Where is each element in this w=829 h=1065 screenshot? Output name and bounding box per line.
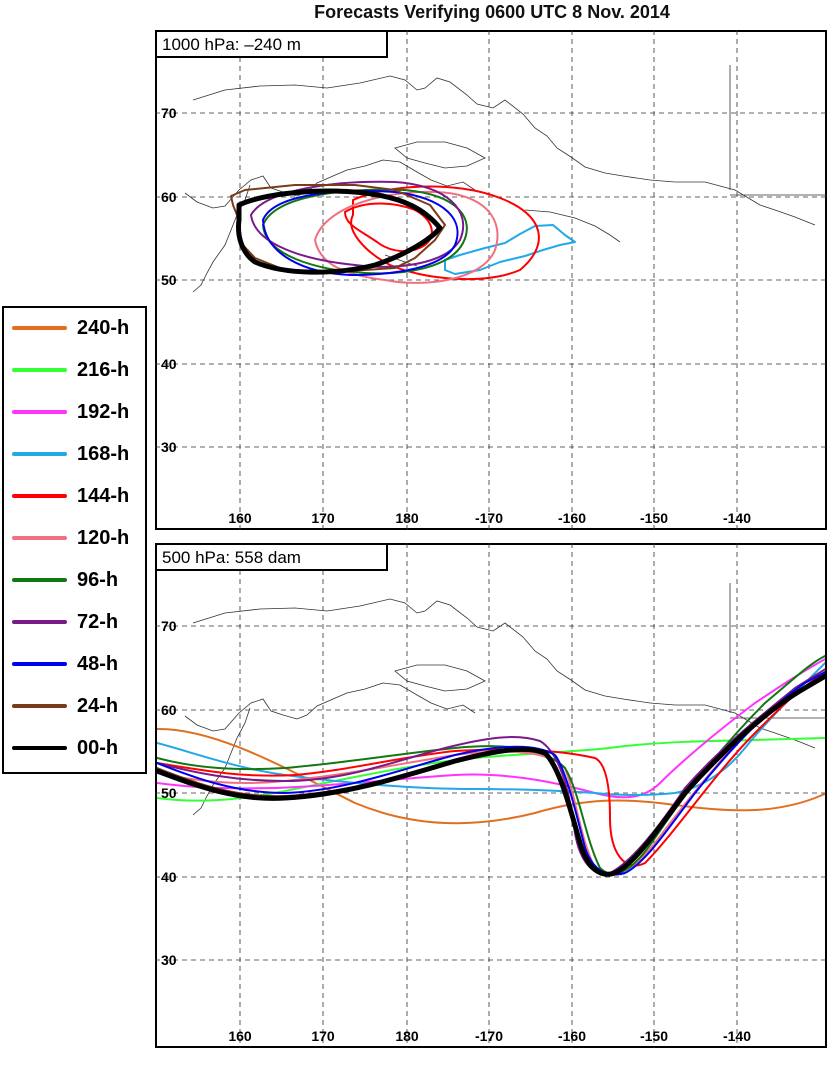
legend-swatch: [12, 620, 67, 624]
legend-label: 48-h: [77, 652, 119, 675]
legend-item: 144-h: [12, 484, 129, 508]
panel-label-box: [155, 543, 388, 571]
lon-tick-label: 170: [311, 1028, 335, 1044]
lon-tick-label: -170: [475, 510, 503, 526]
contour-96-h: [157, 654, 825, 875]
legend-label: 120-h: [77, 526, 130, 549]
legend-item: 168-h: [12, 442, 129, 466]
coastline: [524, 209, 621, 243]
legend-swatch: [12, 326, 67, 330]
legend-label: 240-h: [77, 316, 130, 339]
contour-144-h: [157, 672, 825, 867]
map-frame: [155, 543, 827, 1048]
legend-swatch: [12, 704, 67, 708]
lon-tick-label: 160: [228, 1028, 252, 1044]
lat-tick-label: 40: [161, 869, 177, 885]
legend-swatch: [12, 536, 67, 540]
legend-swatch: [12, 452, 67, 456]
lon-tick-label: -170: [475, 1028, 503, 1044]
coastline: [192, 598, 816, 749]
contour-192-h: [157, 657, 825, 799]
lat-tick-label: 70: [161, 618, 177, 634]
lon-tick-label: 180: [395, 1028, 419, 1044]
figure-title: Forecasts Verifying 0600 UTC 8 Nov. 2014: [314, 2, 670, 22]
legend-item: 240-h: [12, 316, 129, 340]
lat-tick-label: 70: [161, 105, 177, 121]
legend-swatch: [12, 746, 67, 750]
legend-label: 168-h: [77, 442, 130, 465]
lon-tick-label: -160: [558, 1028, 586, 1044]
panel-500hpa: 70 60 50 40 30 160 170 180 -170 -160 -150 -140 500 h…: [155, 543, 827, 1048]
coastline: [394, 664, 486, 692]
legend-item: 00-h: [12, 736, 118, 760]
lon-tick-label: 160: [228, 510, 252, 526]
panel-label: 500 hPa: 558 dam: [162, 548, 301, 567]
legend-swatch: [12, 410, 67, 414]
legend-swatch: [12, 662, 67, 666]
contours: [230, 180, 576, 284]
legend-item: 96-h: [12, 568, 118, 592]
legend-label: 00-h: [77, 736, 119, 759]
legend-label: 144-h: [77, 484, 130, 507]
legend-label: 96-h: [77, 568, 119, 591]
lat-tick-label: 40: [161, 356, 177, 372]
legend-item: 48-h: [12, 652, 118, 676]
lon-tick-label: 170: [311, 510, 335, 526]
coastline: [394, 141, 486, 169]
legend-item: 72-h: [12, 610, 118, 634]
legend: 240-h 216-h 192-h 168-h 144-h 120-h 96-h 72-h 48…: [2, 306, 147, 774]
contour-48-h: [157, 670, 825, 876]
legend-item: 216-h: [12, 358, 129, 382]
contour-144-h: [350, 185, 540, 281]
legend-label: 24-h: [77, 694, 119, 717]
lat-tick-label: 60: [161, 702, 177, 718]
lon-tick-label: -150: [640, 1028, 668, 1044]
contour-00-h: [236, 188, 443, 275]
lon-tick-label: -140: [723, 1028, 751, 1044]
contours: [157, 654, 825, 877]
legend-swatch: [12, 368, 67, 372]
contour-72-h: [157, 668, 825, 875]
legend-item: 192-h: [12, 400, 129, 424]
lat-tick-label: 50: [161, 785, 177, 801]
lat-tick-label: 50: [161, 272, 177, 288]
legend-label: 72-h: [77, 610, 119, 633]
coastline: [192, 75, 816, 226]
lat-tick-label: 30: [161, 439, 177, 455]
lon-tick-label: -150: [640, 510, 668, 526]
lat-tick-label: 60: [161, 189, 177, 205]
lat-tick-label: 30: [161, 952, 177, 968]
coastlines: [184, 583, 827, 816]
contour-240-h: [157, 727, 825, 825]
legend-item: 24-h: [12, 694, 118, 718]
legend-label: 192-h: [77, 400, 130, 423]
contour-00-h: [157, 673, 825, 877]
lon-tick-label: -140: [723, 510, 751, 526]
lon-tick-label: 180: [395, 510, 419, 526]
lon-tick-label: -160: [558, 510, 586, 526]
legend-swatch: [12, 578, 67, 582]
legend-label: 216-h: [77, 358, 130, 381]
panel-label-box: [155, 30, 388, 58]
panel-label: 1000 hPa: –240 m: [162, 35, 301, 54]
panel-1000hpa: 70 60 50 40 30 160 170 180 -170 -160 -150 -140 1000 …: [155, 30, 827, 530]
contour-144-h: [344, 202, 433, 253]
coastline: [184, 682, 476, 732]
legend-swatch: [12, 494, 67, 498]
legend-item: 120-h: [12, 526, 129, 550]
